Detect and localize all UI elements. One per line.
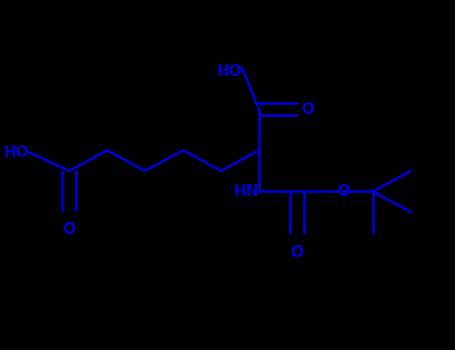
Text: HO: HO bbox=[4, 145, 29, 160]
Text: HN: HN bbox=[233, 184, 259, 199]
Text: O: O bbox=[301, 102, 314, 117]
Text: HO: HO bbox=[216, 64, 242, 79]
Text: O: O bbox=[337, 184, 350, 199]
Text: O: O bbox=[63, 222, 76, 237]
Text: O: O bbox=[290, 245, 303, 260]
